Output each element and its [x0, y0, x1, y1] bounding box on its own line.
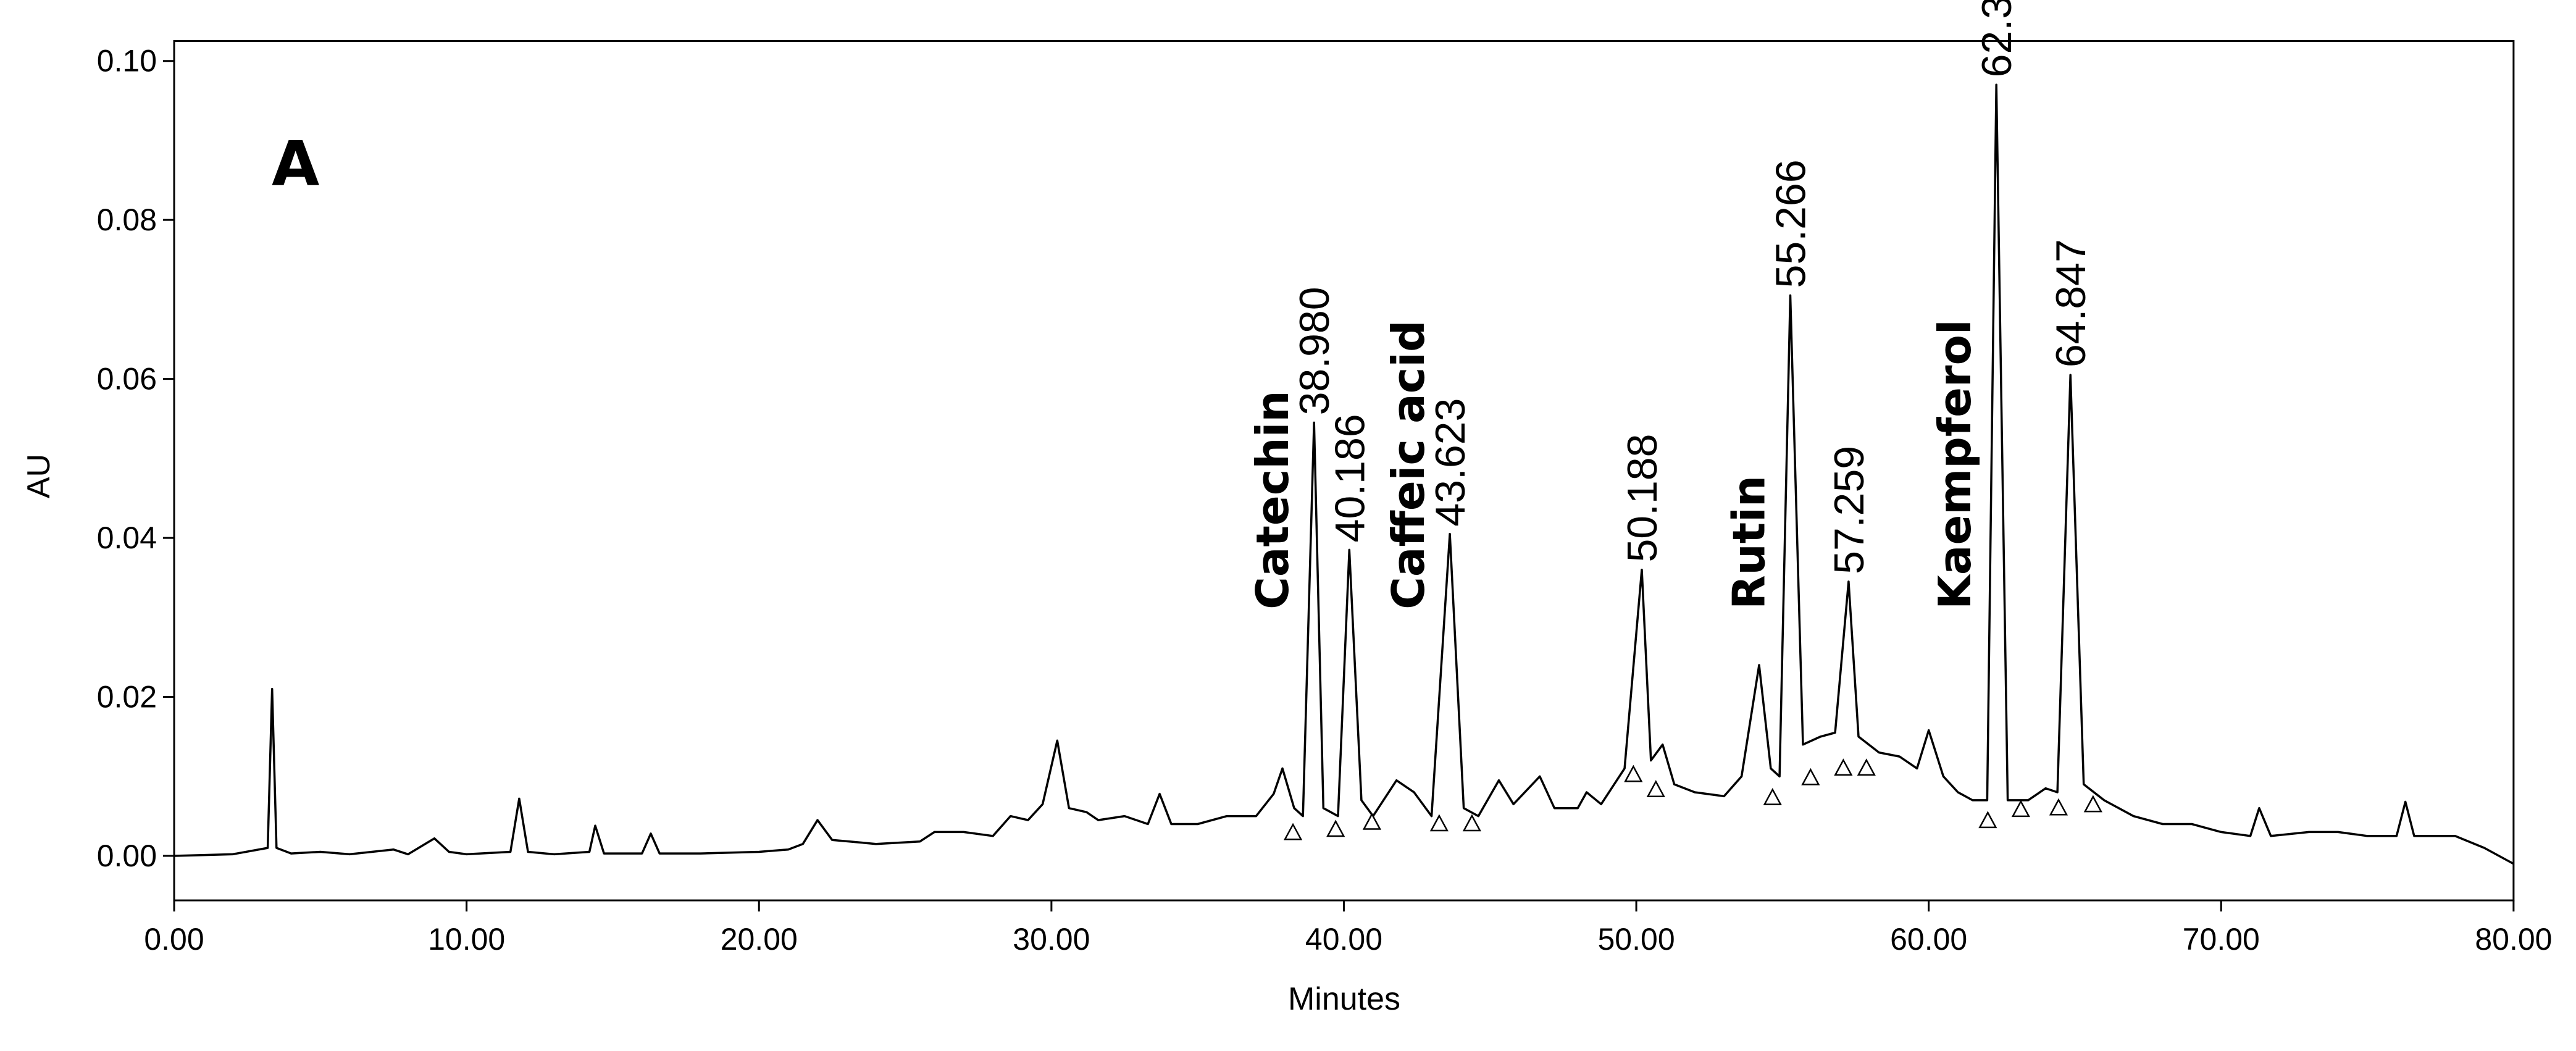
- panel-label: A: [272, 128, 319, 200]
- baseline-mark: [1834, 758, 1853, 776]
- x-tick-label: 0.00: [144, 922, 204, 957]
- y-tick-label: 0.08: [97, 203, 157, 237]
- baseline-mark: [1362, 812, 1382, 830]
- y-tick-label: 0.10: [97, 44, 157, 78]
- baseline-mark: [1429, 814, 1449, 832]
- compound-label: Caffeic acid: [1382, 320, 1434, 609]
- baseline-mark: [1801, 768, 1820, 785]
- y-tick-label: 0.04: [97, 521, 157, 555]
- peak-label: 38.980: [1291, 287, 1338, 415]
- x-tick-label: 80.00: [2475, 922, 2552, 957]
- baseline-mark: [2049, 798, 2068, 816]
- peak-label: 40.186: [1326, 414, 1373, 542]
- y-tick-label: 0.06: [97, 362, 157, 396]
- x-tick-label: 50.00: [1598, 922, 1675, 957]
- baseline-mark: [1978, 811, 1997, 829]
- x-tick-label: 30.00: [1013, 922, 1090, 957]
- compound-label: Catechin: [1247, 390, 1298, 609]
- x-tick-label: 20.00: [721, 922, 798, 957]
- peak-label: 50.188: [1619, 434, 1666, 563]
- baseline-mark: [1326, 819, 1345, 837]
- x-tick-label: 10.00: [428, 922, 505, 957]
- baseline-mark: [1624, 764, 1643, 782]
- peak-label: 55.266: [1767, 159, 1814, 288]
- baseline-mark: [1462, 814, 1481, 832]
- peak-label: 64.847: [2047, 239, 2094, 367]
- x-tick-label: 60.00: [1890, 922, 1967, 957]
- baseline-mark: [1646, 780, 1665, 797]
- baseline-mark: [2011, 800, 2030, 818]
- baseline-mark: [1763, 787, 1782, 805]
- y-tick-label: 0.00: [97, 839, 157, 873]
- y-tick-label: 0.02: [97, 680, 157, 714]
- trace: [174, 83, 2514, 865]
- peak-label: 62.312: [1973, 0, 2020, 77]
- baseline-mark: [2083, 795, 2102, 813]
- compound-label: Kaempferol: [1929, 319, 1981, 609]
- baseline-mark: [1857, 758, 1876, 776]
- baseline-mark: [1283, 823, 1303, 840]
- y-axis-label: AU: [21, 454, 57, 498]
- x-axis-label: Minutes: [1288, 981, 1400, 1017]
- peak-label: 57.259: [1826, 446, 1873, 574]
- compound-label: Rutin: [1723, 475, 1775, 609]
- peak-label: 43.623: [1427, 398, 1474, 527]
- x-tick-label: 70.00: [2183, 922, 2260, 957]
- x-tick-label: 40.00: [1305, 922, 1382, 957]
